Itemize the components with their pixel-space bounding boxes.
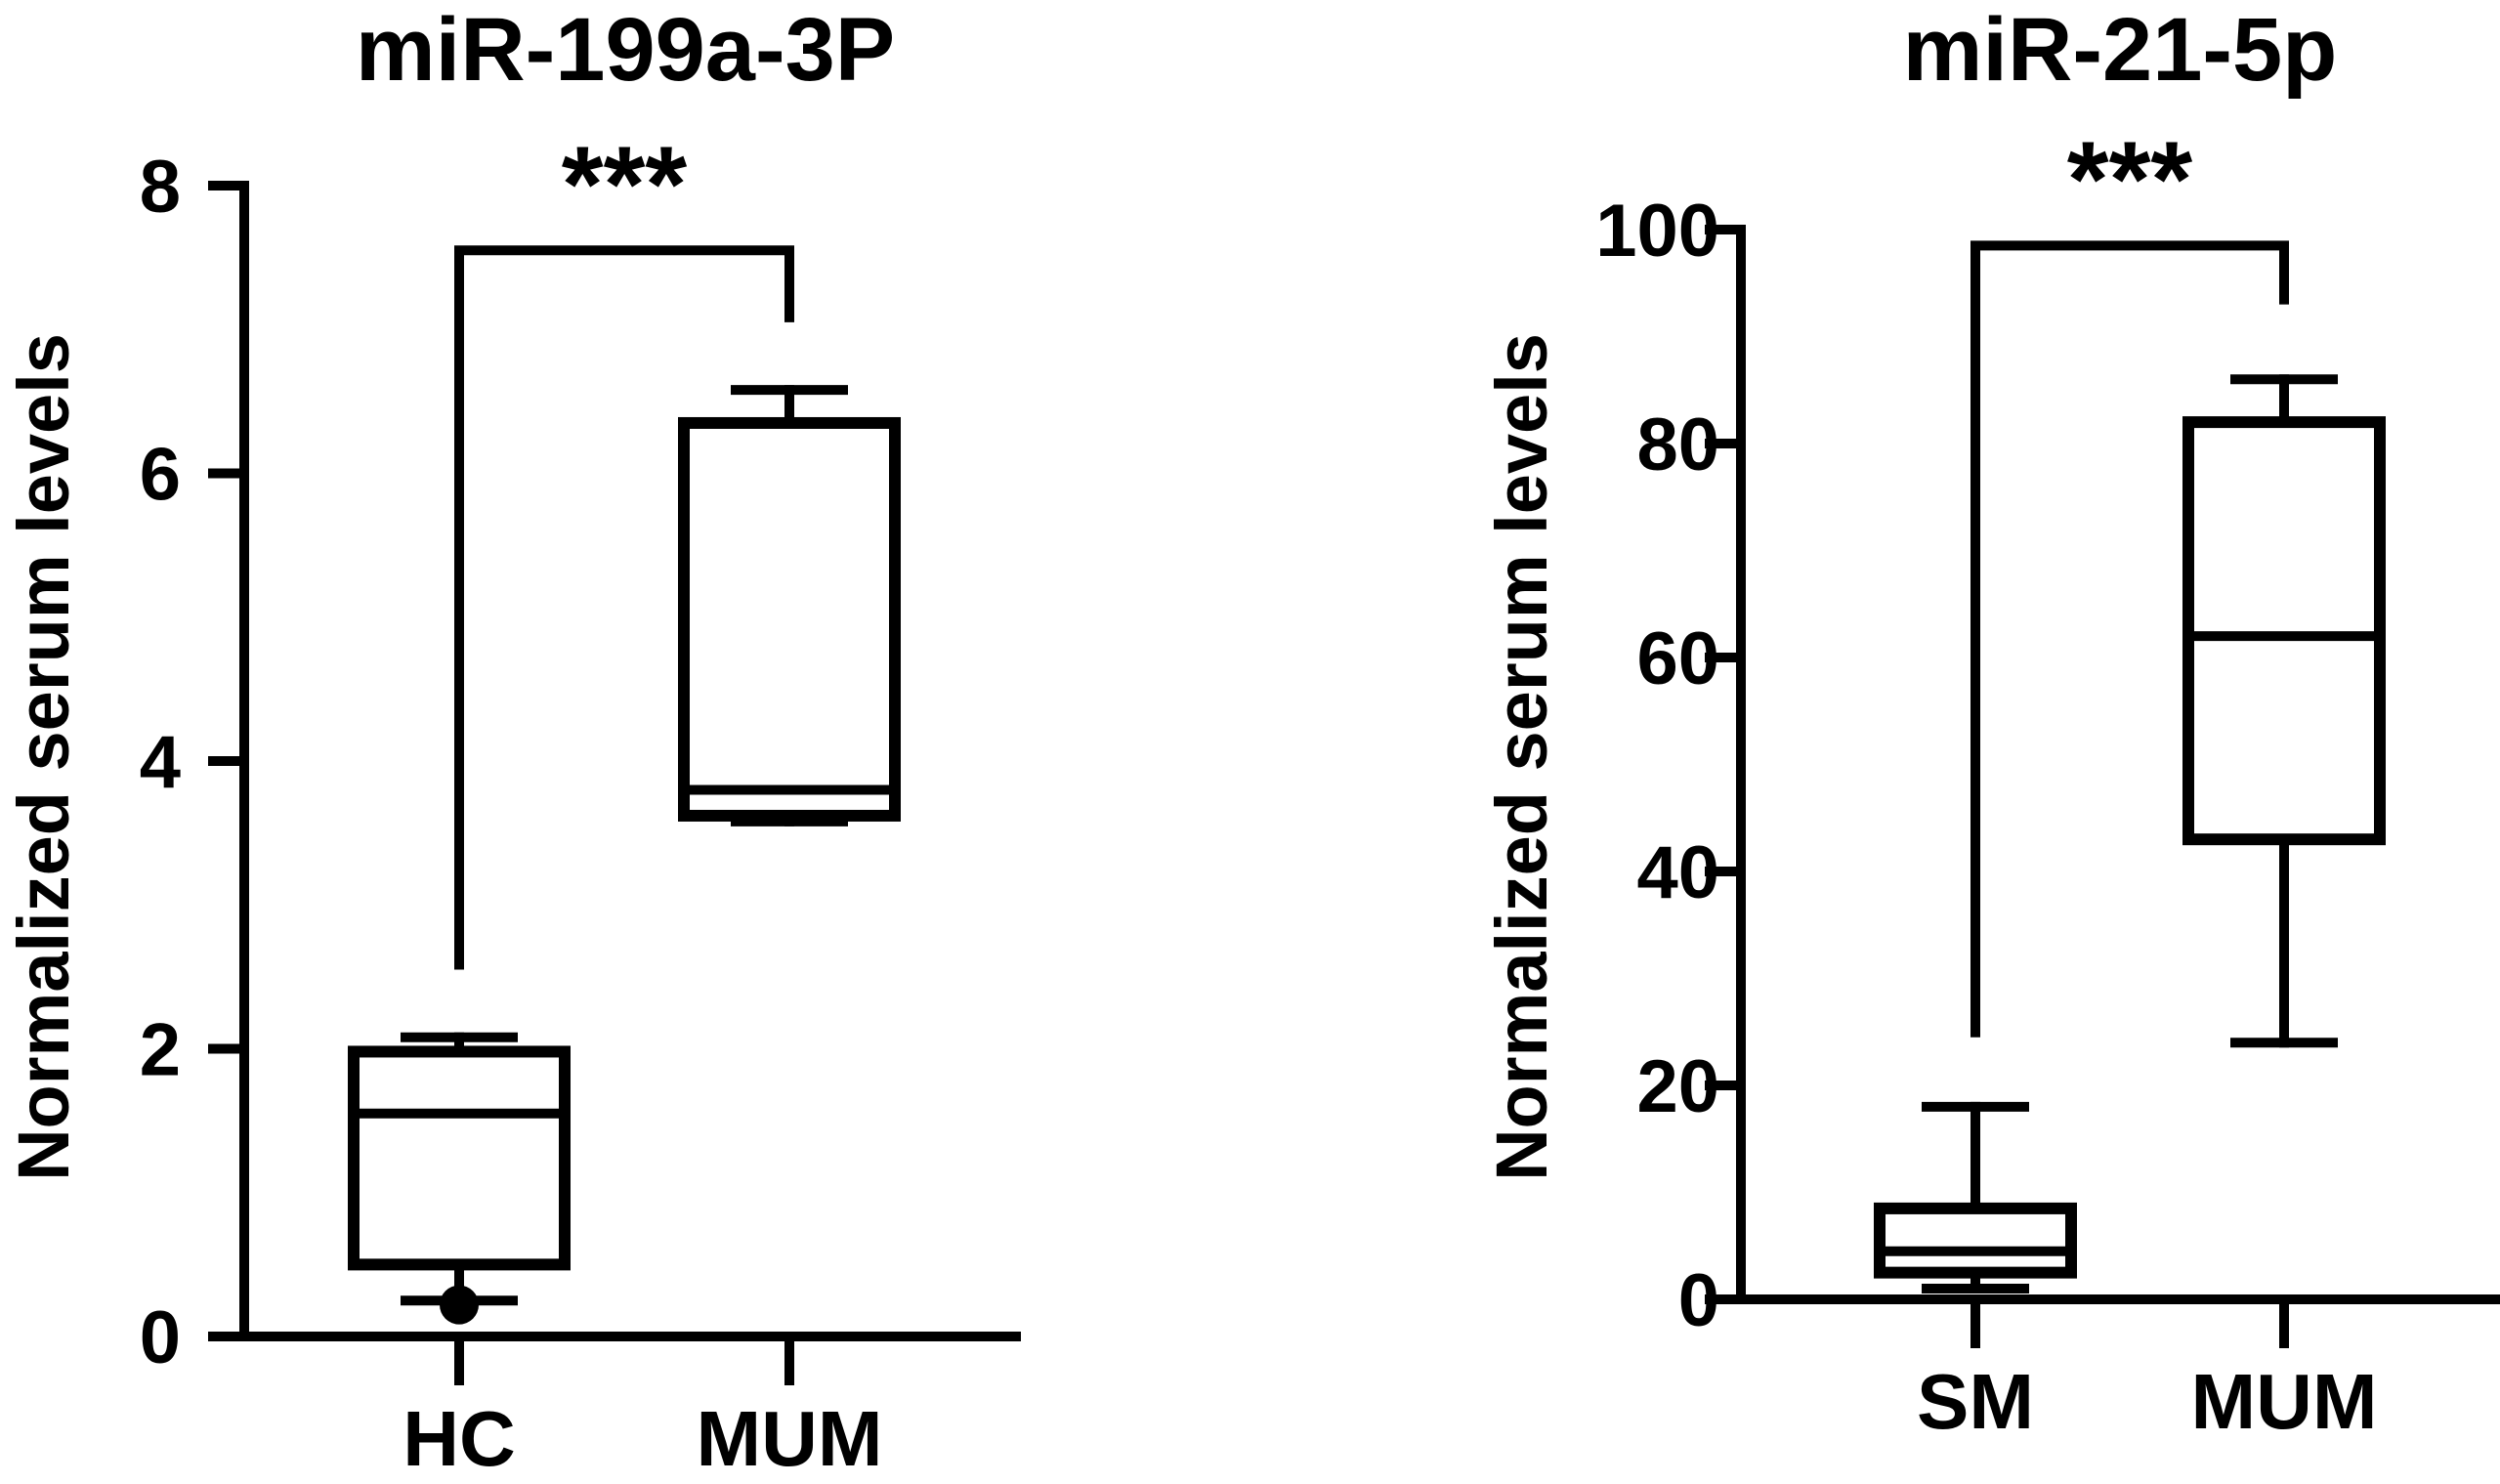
chart-title: miR-21-5p (1903, 0, 2338, 100)
x-tick-label: HC (403, 1395, 516, 1482)
y-tick-label: 60 (1636, 617, 1719, 700)
y-tick-label: 4 (140, 721, 181, 804)
significance-label: *** (562, 124, 688, 244)
y-axis-label: Normalized serum levels (3, 333, 84, 1181)
x-tick-label: MUM (696, 1395, 882, 1482)
plot-area: 0 2 4 6 8 HC MUM *** (140, 124, 1021, 1482)
x-tick-label: SM (1917, 1358, 2034, 1445)
chart-panel-mir21: miR-21-5p Normalized serum levels 0 20 40 6… (1481, 0, 2500, 1445)
x-tick-label: MUM (2190, 1358, 2377, 1445)
y-tick-label: 0 (1678, 1259, 1719, 1342)
chart-panel-mir199a: miR-199a-3P Normalized serum levels 0 2 4 6… (3, 0, 1021, 1482)
significance-bracket (454, 245, 794, 970)
plot-area: 0 20 40 60 80 100 SM MUM *** (1595, 119, 2500, 1445)
y-tick-label: 40 (1636, 831, 1719, 914)
significance-label: *** (2067, 119, 2193, 239)
significance-bracket (1970, 240, 2289, 1038)
y-tick-label: 100 (1595, 190, 1719, 273)
y-tick-label: 20 (1636, 1045, 1719, 1128)
box-mum (678, 416, 901, 822)
chart-title: miR-199a-3P (356, 0, 895, 100)
box-sm (1874, 1202, 2077, 1279)
y-tick-label: 6 (140, 434, 181, 517)
outlier-point (440, 1285, 479, 1325)
y-tick-label: 8 (140, 146, 181, 229)
y-tick-label: 2 (140, 1009, 181, 1092)
y-tick-label: 80 (1636, 403, 1719, 487)
box-hc (348, 1045, 571, 1271)
y-tick-label: 0 (140, 1296, 181, 1379)
y-axis-label: Normalized serum levels (1481, 333, 1562, 1181)
box-mum (2182, 416, 2386, 846)
